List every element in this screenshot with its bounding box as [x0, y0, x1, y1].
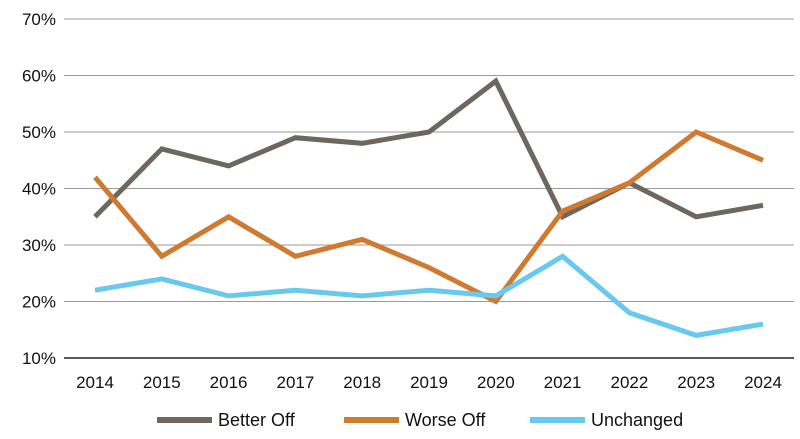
x-tick-label: 2020: [477, 373, 515, 392]
y-tick-label: 60%: [22, 67, 56, 86]
x-tick-label: 2015: [143, 373, 181, 392]
x-tick-label: 2018: [343, 373, 381, 392]
x-tick-label: 2024: [744, 373, 782, 392]
x-tick-label: 2016: [210, 373, 248, 392]
y-tick-label: 30%: [22, 236, 56, 255]
series-line-unchanged: [94, 253, 764, 338]
y-axis-tick-labels: 10% 20% 30% 40% 50% 60% 70%: [22, 10, 56, 368]
x-axis-tick-labels: 2014 2015 2016 2017 2018 2019 2020 2021 2022 2023…: [76, 373, 782, 392]
series-line-worse-off: [93, 129, 764, 305]
gridlines: [64, 18, 794, 359]
x-tick-label: 2014: [76, 373, 114, 392]
x-tick-label: 2017: [276, 373, 314, 392]
legend: Better Off Worse Off Unchanged: [157, 410, 683, 430]
y-tick-label: 20%: [22, 293, 56, 312]
y-tick-label: 10%: [22, 349, 56, 368]
series-lines: [93, 77, 764, 338]
legend-label: Worse Off: [405, 410, 486, 430]
y-tick-label: 40%: [22, 180, 56, 199]
y-tick-label: 50%: [22, 123, 56, 142]
legend-label: Unchanged: [591, 410, 683, 430]
x-tick-label: 2019: [410, 373, 448, 392]
x-tick-label: 2022: [610, 373, 648, 392]
x-tick-label: 2021: [544, 373, 582, 392]
x-tick-label: 2023: [677, 373, 715, 392]
y-tick-label: 70%: [22, 10, 56, 29]
series-line-better-off: [93, 77, 764, 221]
legend-label: Better Off: [218, 410, 296, 430]
